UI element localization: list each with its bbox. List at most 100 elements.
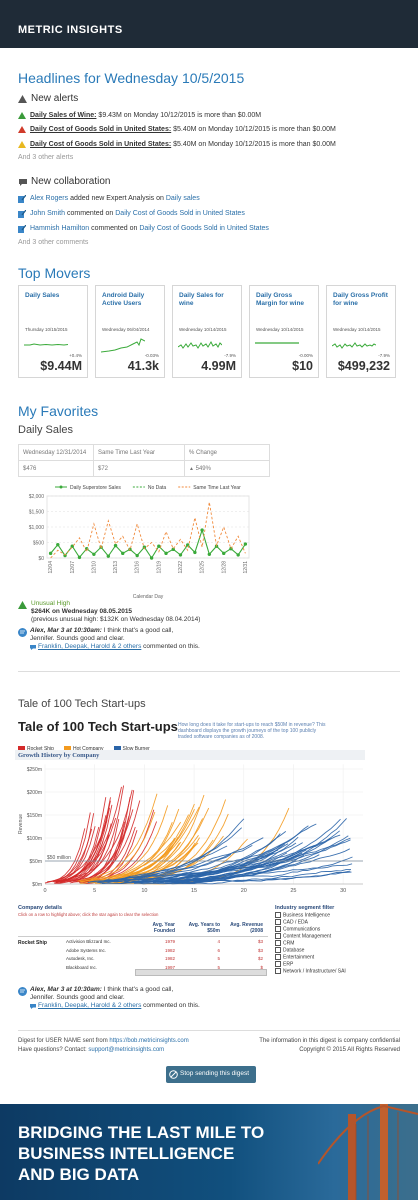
filter-option[interactable]: Business Intelligence xyxy=(275,912,365,919)
banner-line: BRIDGING THE LAST MILE TO xyxy=(18,1123,265,1142)
alert-link[interactable]: Daily Cost of Goods Sold in United State… xyxy=(30,141,172,148)
filter-option[interactable]: CRM xyxy=(275,940,365,947)
footer-link[interactable]: https://bob.metricinsights.com xyxy=(109,1038,189,1044)
company-name: Activision Blizzard Inc. xyxy=(66,939,111,944)
target-link[interactable]: Daily Cost of Goods Sold in United State… xyxy=(115,210,245,217)
data-point xyxy=(193,550,197,555)
growth-line xyxy=(122,823,317,884)
table-header: Avg. Year Founded Avg. Years to $50m Avg. … xyxy=(18,920,268,937)
cell: ▲ 549% xyxy=(184,460,270,477)
card-date: Thursday 10/15/2015 xyxy=(25,327,68,332)
data-point xyxy=(48,551,53,556)
filter-option[interactable]: Database xyxy=(275,947,365,954)
metric-card[interactable]: Daily Gross Margin for wine Wednesday 10… xyxy=(249,285,319,378)
card-date: Wednesday 06/04/2014 xyxy=(102,327,150,332)
filter-label: Content Management xyxy=(283,933,332,940)
alert-icon xyxy=(18,601,27,609)
metric-card[interactable]: Daily Sales Thursday 10/15/2015 +0.4% $9… xyxy=(18,285,88,378)
y-tick-label: $100m xyxy=(27,836,42,842)
alert-link[interactable]: Daily Cost of Goods Sold in United State… xyxy=(30,126,172,133)
comment-text: I think that's a good call, Jennifer. So… xyxy=(30,627,174,642)
scrollbar[interactable] xyxy=(135,969,267,976)
alert-link[interactable]: Daily Sales of Wine: xyxy=(30,112,97,119)
table-row: Blackboard Inc. 1997 5 $ xyxy=(18,965,268,971)
filter-option[interactable]: ERP xyxy=(275,961,365,968)
sparkline xyxy=(332,342,376,349)
embed-description: How long does it take for start-ups to r… xyxy=(178,722,326,741)
user-link[interactable]: John Smith xyxy=(30,210,66,217)
y-tick-label: $50m xyxy=(29,859,42,865)
growth-line xyxy=(56,797,107,883)
user-link[interactable]: Hammish Hamilton xyxy=(30,225,90,232)
details-table: Avg. Year Founded Avg. Years to $50m Avg. … xyxy=(18,920,268,970)
alert-text: $5.40M on Monday 10/12/2015 is more than… xyxy=(173,126,336,133)
footer-text: Copyright © 2015 All Rights Reserved xyxy=(299,1047,400,1053)
target-link[interactable]: Daily sales xyxy=(165,195,200,202)
filter-option[interactable]: Network / Infrastructure/ SAI xyxy=(275,968,365,974)
metric-card[interactable]: Android Daily Active Users Wednesday 06/… xyxy=(95,285,165,378)
metric-card[interactable]: Daily Gross Profit for wine Wednesday 10… xyxy=(326,285,396,378)
chat-icon xyxy=(30,645,36,650)
alert-row: Daily Sales of Wine: $9.43M on Monday 10… xyxy=(30,112,261,119)
details-hint: Click on a row to highlight above; click… xyxy=(18,912,159,917)
comment: Alex, Mar 3 at 10:30am: I think that's a… xyxy=(30,627,175,643)
more-link[interactable]: And 3 other comments xyxy=(18,239,89,246)
people-link[interactable]: Franklin, Deepak, Harold & 2 others xyxy=(38,643,142,650)
growth-line xyxy=(47,820,108,883)
checkbox xyxy=(275,968,281,974)
headline: Headlines for Wednesday 10/5/2015 xyxy=(18,70,245,86)
table-header: Wednesday 12/31/2014 Same Time Last Year… xyxy=(18,444,270,461)
alert-icon xyxy=(18,112,26,119)
unsubscribe-button[interactable] xyxy=(166,1066,256,1083)
card-title: Daily Sales xyxy=(25,292,60,299)
filter-option[interactable]: Entertainment xyxy=(275,954,365,961)
table-row: Autodesk, Inc. 1982 5 $2 xyxy=(18,956,268,964)
card-value: $9.44M xyxy=(40,359,82,373)
favorite-name[interactable]: Tale of 100 Tech Start-ups xyxy=(18,698,146,710)
cell: $3 xyxy=(257,947,263,953)
legend-label: Rocket Ship xyxy=(27,746,54,752)
more-link[interactable]: And 3 other alerts xyxy=(18,154,74,161)
footer-link[interactable]: support@metricinsights.com xyxy=(88,1047,165,1053)
growth-line xyxy=(87,827,243,884)
comment-followers: Franklin, Deepak, Harold & 2 others comm… xyxy=(38,643,200,650)
separator xyxy=(18,671,400,672)
column-header: Avg. Year Founded xyxy=(152,922,175,934)
y-axis-title: Revenue xyxy=(18,814,24,834)
people-link[interactable]: Franklin, Deepak, Harold & 2 others xyxy=(38,1002,142,1009)
user-link[interactable]: Alex Rogers xyxy=(30,195,69,202)
filter-option[interactable]: Content Management xyxy=(275,933,365,940)
legend-label: No Data xyxy=(148,485,167,491)
collab-row: John Smith commented on Daily Cost of Go… xyxy=(30,210,245,217)
comment-icon xyxy=(18,628,27,637)
favorite-name[interactable]: Daily Sales xyxy=(18,424,74,436)
filter-option[interactable]: CAD / EDA xyxy=(275,919,365,926)
metric-card[interactable]: Daily Sales for wine Wednesday 10/14/201… xyxy=(172,285,242,378)
header-cell: Wednesday 12/31/2014 xyxy=(18,444,94,461)
alert-row: Daily Cost of Goods Sold in United State… xyxy=(30,141,336,148)
growth-line xyxy=(91,821,182,882)
filter-option[interactable]: Communications xyxy=(275,926,365,933)
filter-title: Industry segment filter xyxy=(275,905,335,911)
target-link[interactable]: Daily Cost of Goods Sold in United State… xyxy=(139,225,269,232)
section-title: New collaboration xyxy=(31,176,111,187)
comment-author: Alex, Mar 3 at 10:30am: xyxy=(30,627,102,634)
button-label[interactable]: Stop sending this digest xyxy=(180,1070,250,1077)
checkbox xyxy=(275,933,281,939)
growth-line xyxy=(54,835,110,884)
growth-line xyxy=(59,807,111,884)
filter-label: Network / Infrastructure/ SAI xyxy=(283,968,346,974)
growth-line xyxy=(126,833,281,883)
embed-legend: Rocket Ship Hot Company Slow Burner xyxy=(18,737,178,752)
card-change: -7.9% xyxy=(224,353,236,358)
alert-icon xyxy=(18,95,27,103)
alert-icon xyxy=(18,126,26,133)
banner-line: AND BIG DATA xyxy=(18,1165,140,1184)
collab-action: commented on xyxy=(91,225,138,232)
banner-text: BRIDGING THE LAST MILE TO BUSINESS INTEL… xyxy=(18,1122,264,1185)
checkbox xyxy=(275,961,281,967)
data-point xyxy=(77,555,82,560)
card-value: $10 xyxy=(292,359,313,373)
growth-line xyxy=(79,806,200,883)
collab-row: Hammish Hamilton commented on Daily Cost… xyxy=(30,225,269,232)
